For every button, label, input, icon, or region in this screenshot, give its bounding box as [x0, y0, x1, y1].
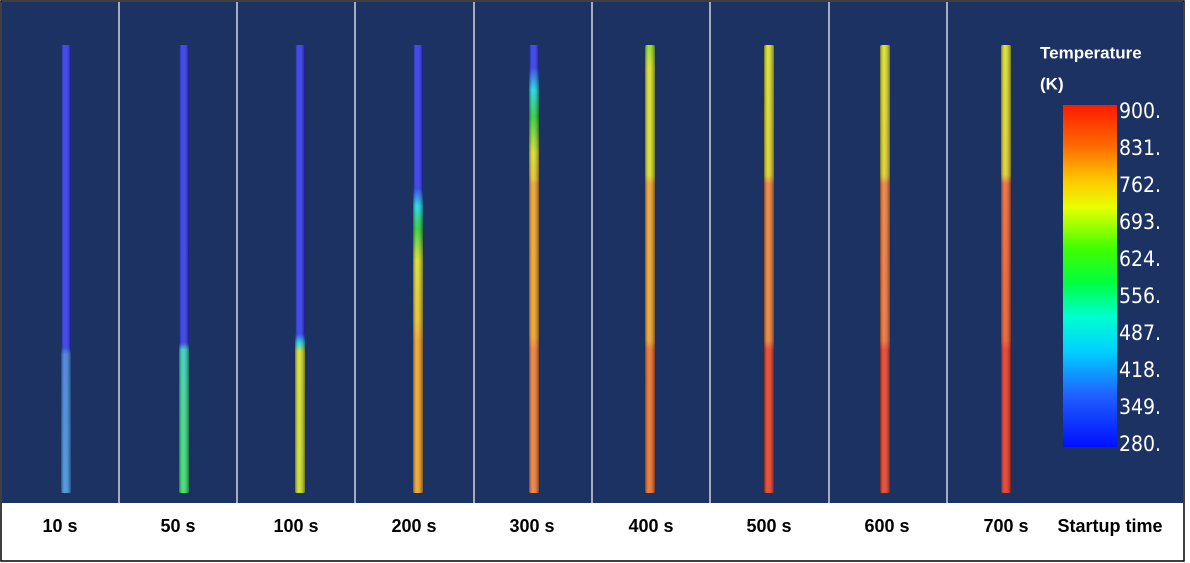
time-label: 10 s	[42, 516, 77, 536]
colorbar-tick-label: 487.	[1119, 321, 1161, 345]
time-label: 50 s	[160, 516, 195, 536]
time-label: 200 s	[391, 516, 436, 536]
time-label: 600 s	[864, 516, 909, 536]
heat-pipe-shading	[179, 45, 189, 493]
colorbar-tick-label: 693.	[1119, 210, 1161, 234]
time-label: 400 s	[628, 516, 673, 536]
heat-pipe-shading	[645, 45, 655, 493]
legend-unit: (K)	[1040, 74, 1064, 93]
colorbar-tick-label: 280.	[1119, 432, 1161, 456]
heat-pipe-shading	[295, 45, 305, 493]
colorbar-tick-label: 900.	[1119, 99, 1161, 123]
colorbar-tick-label: 762.	[1119, 173, 1161, 197]
colorbar-tick-label: 418.	[1119, 358, 1161, 382]
legend-title: Temperature	[1040, 43, 1142, 62]
heat-pipe-shading	[880, 45, 890, 493]
time-label: 300 s	[509, 516, 554, 536]
time-label: 700 s	[983, 516, 1028, 536]
colorbar-tick-label: 349.	[1119, 395, 1161, 419]
colorbar-tick-label: 624.	[1119, 247, 1161, 271]
heat-pipe-shading	[529, 45, 539, 493]
time-label: 500 s	[746, 516, 791, 536]
heat-pipe-shading	[413, 45, 423, 493]
colorbar-tick-label: 831.	[1119, 136, 1161, 160]
heat-pipe-shading	[1001, 45, 1011, 493]
colorbar-tick-label: 556.	[1119, 284, 1161, 308]
time-label: 100 s	[273, 516, 318, 536]
heat-pipe-shading	[764, 45, 774, 493]
footer-label: Startup time	[1057, 516, 1162, 536]
heat-pipe-shading	[61, 45, 71, 493]
colorbar	[1063, 105, 1117, 447]
